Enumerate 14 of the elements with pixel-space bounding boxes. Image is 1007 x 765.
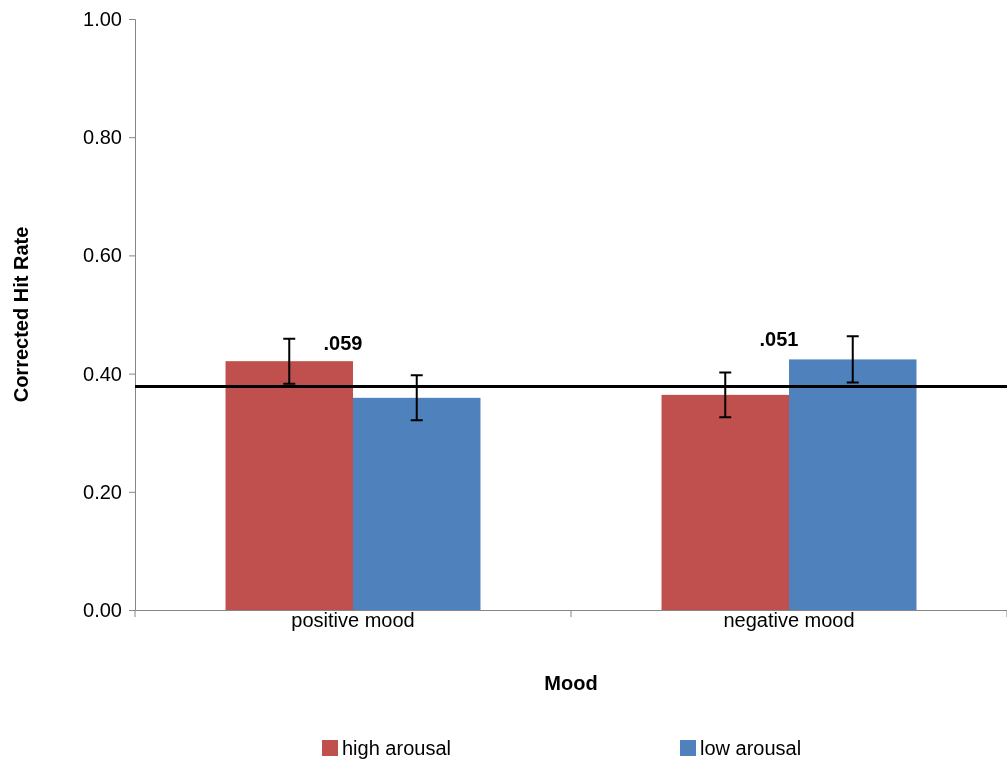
annotation: .059 bbox=[323, 332, 363, 354]
y-tick-label: 1.00 bbox=[83, 7, 122, 30]
legend-label: high arousal bbox=[342, 737, 451, 759]
annotation: .051 bbox=[759, 328, 799, 350]
x-axis-title: Mood bbox=[544, 672, 598, 694]
y-tick-label: 0.60 bbox=[83, 244, 122, 267]
legend-label: low arousal bbox=[700, 737, 802, 759]
x-tick-label: positive mood bbox=[291, 609, 415, 631]
y-axis-title: Corrected Hit Rate bbox=[10, 226, 32, 403]
y-tick-label: 0.40 bbox=[83, 362, 122, 385]
y-tick-label: 0.20 bbox=[83, 480, 122, 503]
x-tick-label: negative mood bbox=[723, 609, 855, 631]
y-tick-label: 0.80 bbox=[83, 126, 122, 149]
y-tick-label: 0.00 bbox=[83, 598, 122, 621]
